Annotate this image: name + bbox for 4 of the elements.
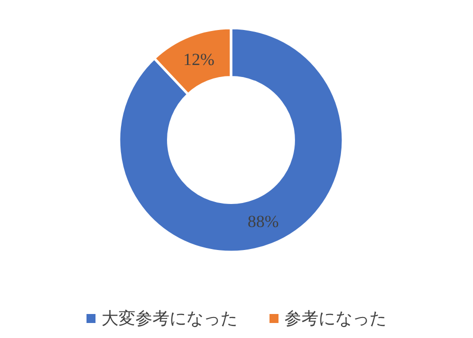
legend-label: 参考になった <box>284 309 386 328</box>
legend-label: 大変参考になった <box>102 309 238 328</box>
data-label: 12% <box>183 50 214 69</box>
data-label: 88% <box>248 212 279 232</box>
